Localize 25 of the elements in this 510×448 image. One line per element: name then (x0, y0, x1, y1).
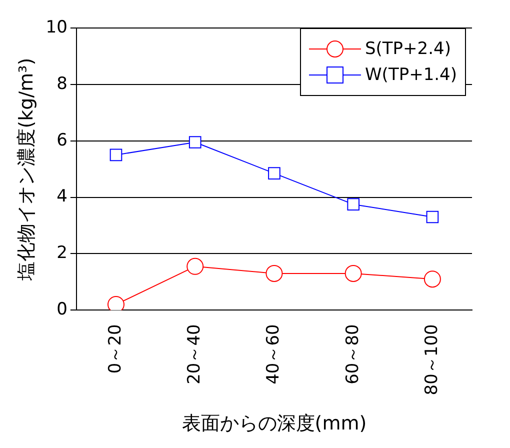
x-tick-label: 60～80 (342, 324, 363, 384)
point (186, 258, 204, 275)
x-axis-title: 表面からの深度(mm) (182, 412, 367, 435)
y-tick-label: 0 (56, 300, 68, 320)
y-axis-title: 塩化物イオン濃度(kg/m³) (15, 58, 38, 282)
x-tick-label: 0～20 (105, 324, 126, 374)
x-tick-label: 20～40 (184, 324, 205, 384)
y-tick-label: 2 (56, 243, 68, 264)
point (268, 167, 280, 180)
y-tick-label: 8 (56, 74, 68, 94)
point (188, 136, 202, 148)
point (424, 270, 441, 288)
point (347, 198, 360, 210)
point (426, 210, 439, 224)
y-tick-label: 4 (56, 186, 68, 207)
y-tick-label: 6 (56, 130, 68, 150)
point (266, 264, 283, 282)
x-tick-label: 80～100 (422, 324, 442, 396)
legend-label: W(TP+1.4) (365, 65, 457, 85)
x-tick-label: 40～60 (264, 324, 284, 384)
y-tick-label: 10 (46, 17, 68, 38)
point (344, 264, 362, 282)
point (107, 296, 124, 310)
point (110, 148, 122, 162)
legend-label: S(TP+2.4) (365, 39, 451, 59)
